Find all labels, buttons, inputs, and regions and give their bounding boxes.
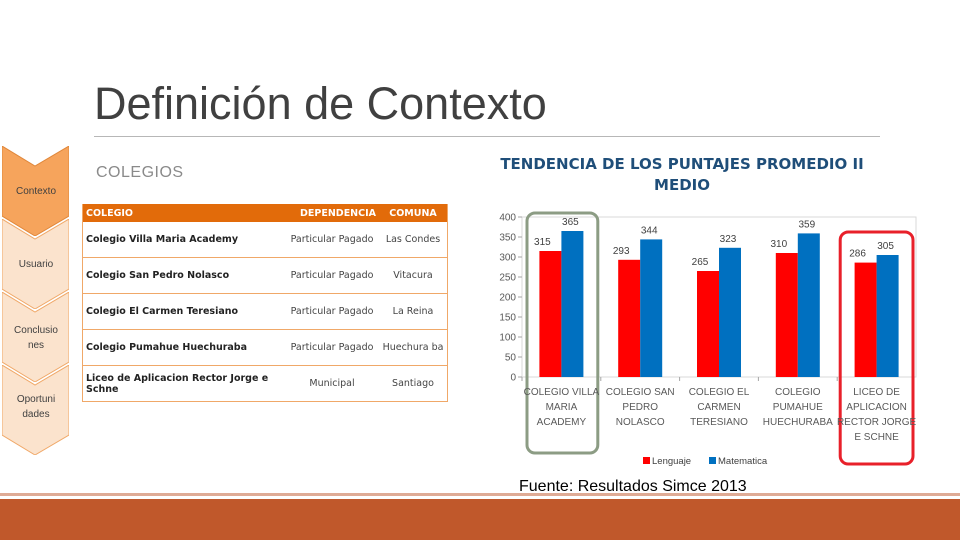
nav-item-conclusiones[interactable]: Conclusio nes bbox=[2, 292, 69, 382]
x-tick-label: COLEGIO SAN bbox=[606, 387, 675, 398]
table-cell: Huechura ba bbox=[379, 329, 448, 366]
bar-chart: 0 50 100 150 200 250 300 350 400 315 365 COLEGIO VI… bbox=[499, 211, 917, 467]
table-cell: Particular Pagado bbox=[285, 222, 379, 258]
bar-lenguaje bbox=[775, 253, 798, 377]
bar-matematica bbox=[719, 247, 741, 377]
table-header-row: COLEGIO DEPENDENCIA COMUNA bbox=[82, 204, 448, 222]
data-label: 359 bbox=[798, 219, 815, 230]
data-label: 310 bbox=[770, 239, 787, 250]
schools-table: COLEGIO DEPENDENCIA COMUNA Colegio Villa… bbox=[82, 204, 448, 402]
nav-item-label: Usuario bbox=[18, 259, 54, 270]
top-rule bbox=[0, 0, 960, 3]
data-label: 365 bbox=[562, 217, 579, 228]
legend-swatch bbox=[643, 457, 650, 464]
table-cell: Santiago bbox=[379, 365, 448, 402]
y-tick-label: 0 bbox=[510, 373, 516, 384]
column-header: COMUNA bbox=[379, 204, 448, 222]
nav-item-contexto[interactable]: Contexto bbox=[2, 146, 69, 236]
x-tick-label: MARIA bbox=[546, 402, 578, 413]
x-tick-label: E SCHNE bbox=[854, 432, 899, 443]
table-cell: Municipal bbox=[285, 365, 379, 402]
nav-item-usuario[interactable]: Usuario bbox=[2, 219, 69, 309]
nav-item-label: Oportuni dades bbox=[16, 394, 56, 420]
chart-title: TENDENCIA DE LOS PUNTAJES PROMEDIO II ME… bbox=[500, 155, 864, 194]
chevron-shape-icon bbox=[2, 292, 69, 382]
table-row: Colegio El Carmen Teresiano Particular P… bbox=[82, 293, 448, 330]
x-tick-label: ACADEMY bbox=[537, 417, 587, 428]
nav-item-label: Conclusio nes bbox=[14, 325, 58, 351]
data-label: 344 bbox=[641, 225, 658, 236]
bar-matematica bbox=[797, 233, 820, 377]
data-label: 286 bbox=[849, 249, 866, 260]
table-row: Colegio San Pedro Nolasco Particular Pag… bbox=[82, 257, 448, 294]
bar-matematica bbox=[876, 255, 899, 377]
table-cell: Colegio Villa Maria Academy bbox=[82, 222, 285, 258]
nav-item-label: Contexto bbox=[15, 186, 57, 197]
bar-matematica bbox=[640, 239, 663, 377]
data-label: 305 bbox=[877, 241, 894, 252]
chevron-shape-icon bbox=[2, 365, 69, 455]
x-tick-label: NOLASCO bbox=[616, 417, 665, 428]
highlight-box-first bbox=[525, 211, 600, 455]
table-row: Colegio Pumahue Huechuraba Particular Pa… bbox=[82, 329, 448, 366]
y-tick-label: 350 bbox=[499, 233, 516, 244]
bar-lenguaje bbox=[854, 262, 877, 377]
table-cell: Particular Pagado bbox=[285, 293, 379, 330]
table-cell: Colegio San Pedro Nolasco bbox=[82, 257, 285, 294]
legend-entry: Matematica bbox=[718, 456, 768, 467]
source-note: Fuente: Resultados Simce 2013 bbox=[519, 478, 747, 495]
table-cell: Colegio El Carmen Teresiano bbox=[82, 293, 285, 330]
x-tick-label: PUMAHUE bbox=[773, 402, 823, 413]
y-tick-label: 150 bbox=[499, 313, 516, 324]
chevron-shape-icon bbox=[2, 219, 69, 309]
table-cell: Colegio Pumahue Huechuraba bbox=[82, 329, 285, 366]
legend-entry: Lenguaje bbox=[652, 456, 691, 467]
table-row: Liceo de Aplicacion Rector Jorge e Schne… bbox=[82, 365, 448, 402]
data-label: 293 bbox=[613, 246, 630, 257]
data-label: 323 bbox=[720, 234, 737, 245]
bar-lenguaje bbox=[539, 251, 562, 377]
bar-lenguaje bbox=[618, 259, 641, 377]
x-tick-label: APLICACION bbox=[846, 402, 907, 413]
column-header: COLEGIO bbox=[82, 204, 285, 222]
x-tick-label: COLEGIO bbox=[775, 387, 821, 398]
title-divider bbox=[94, 136, 880, 137]
y-tick-label: 250 bbox=[499, 273, 516, 284]
page-title: Definición de Contexto bbox=[94, 78, 547, 129]
column-header: DEPENDENCIA bbox=[285, 204, 379, 222]
table-cell: Particular Pagado bbox=[285, 257, 379, 294]
table-row: Colegio Villa Maria Academy Particular P… bbox=[82, 222, 448, 258]
x-tick-label: CARMEN bbox=[697, 402, 740, 413]
table-cell: Liceo de Aplicacion Rector Jorge e Schne bbox=[82, 365, 285, 402]
legend-swatch bbox=[709, 457, 716, 464]
table-cell: La Reina bbox=[379, 293, 448, 330]
x-tick-label: COLEGIO VILLA bbox=[524, 387, 600, 398]
nav-item-oportunidades[interactable]: Oportuni dades bbox=[2, 365, 69, 455]
data-label: 315 bbox=[534, 237, 551, 248]
y-tick-label: 100 bbox=[499, 333, 516, 344]
bar-matematica bbox=[561, 231, 584, 377]
x-tick-label: LICEO DE bbox=[853, 387, 900, 398]
x-tick-label: TERESIANO bbox=[690, 417, 748, 428]
y-tick-label: 400 bbox=[499, 213, 516, 224]
table-cell: Vitacura bbox=[379, 257, 448, 294]
x-tick-label: RECTOR JORGE bbox=[837, 417, 917, 428]
x-tick-label: HUECHURABA bbox=[763, 417, 833, 428]
x-tick-label: COLEGIO EL bbox=[689, 387, 750, 398]
footer-accent-line bbox=[0, 493, 960, 496]
chevron-shape-icon bbox=[2, 146, 69, 236]
data-label: 265 bbox=[692, 257, 709, 268]
table-cell: Las Condes bbox=[379, 222, 448, 258]
y-tick-label: 300 bbox=[499, 253, 516, 264]
y-tick-label: 200 bbox=[499, 293, 516, 304]
section-label: COLEGIOS bbox=[96, 164, 184, 181]
footer-bar bbox=[0, 499, 960, 540]
y-tick-label: 50 bbox=[505, 353, 517, 364]
highlight-box-last bbox=[838, 230, 915, 466]
table-cell: Particular Pagado bbox=[285, 329, 379, 366]
bar-lenguaje bbox=[697, 271, 719, 377]
x-tick-label: PEDRO bbox=[622, 402, 658, 413]
